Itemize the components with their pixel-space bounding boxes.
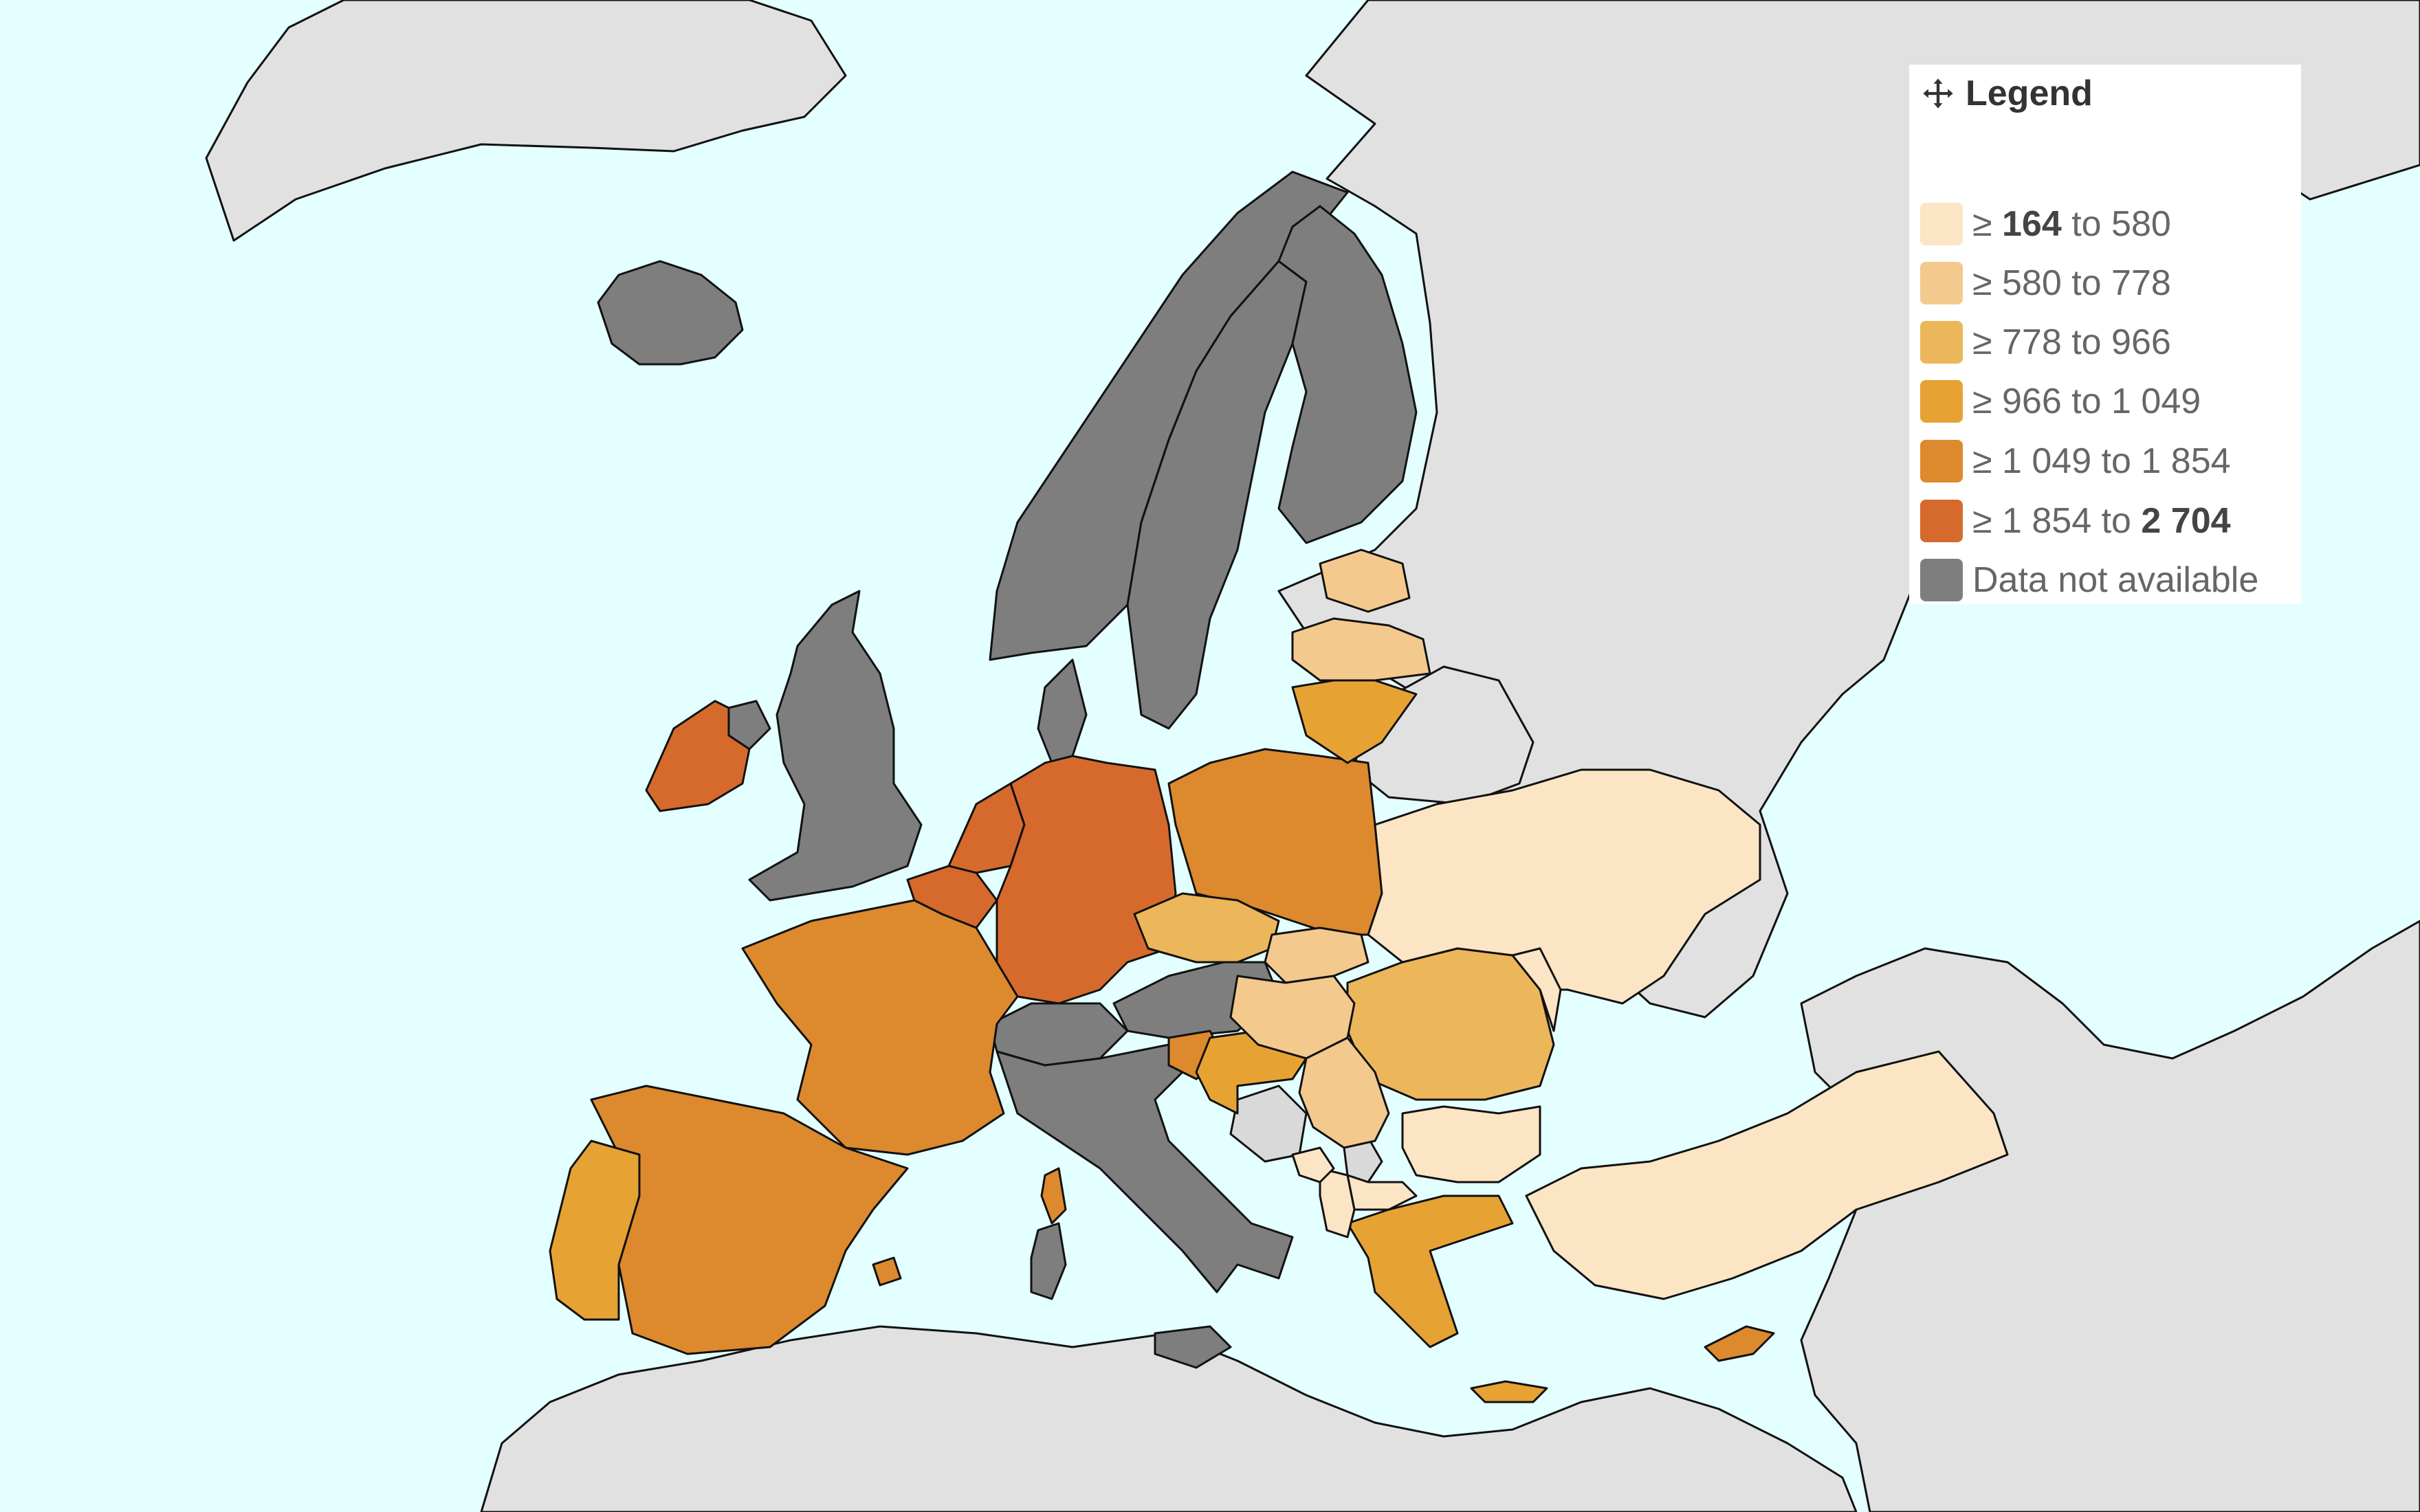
region-sweden[interactable] [1126, 260, 1308, 730]
legend-label: Data not available [1972, 560, 2259, 600]
legend-swatch [1920, 500, 1963, 542]
region-denmark[interactable] [1037, 658, 1088, 764]
legend-item[interactable]: ≥ 1 854 to 2 704 [1920, 496, 2231, 546]
legend-item[interactable]: ≥ 966 to 1 049 [1920, 376, 2201, 427]
region-bosnia[interactable] [1229, 1085, 1308, 1163]
legend-header[interactable]: Legend [1920, 73, 2093, 114]
legend-swatch [1920, 262, 1963, 304]
legend-label: ≥ 966 to 1 049 [1972, 381, 2201, 421]
region-iceland[interactable] [597, 260, 744, 366]
region-moldova[interactable] [1511, 947, 1562, 1032]
legend-item[interactable]: ≥ 1 049 to 1 854 [1920, 436, 2231, 487]
legend-label: ≥ 164 to 580 [1972, 204, 2171, 244]
legend-swatch [1920, 559, 1963, 601]
region-finland[interactable] [1277, 205, 1418, 544]
region-latvia[interactable] [1291, 617, 1431, 682]
region-crete[interactable] [1470, 1380, 1548, 1403]
region-turkey[interactable] [1525, 1050, 2009, 1300]
region-serbia[interactable] [1298, 1036, 1390, 1149]
region-middle-east[interactable] [1800, 920, 2420, 1512]
map-legend[interactable]: Legend ≥ 164 to 580 ≥ 580 to 778 ≥ 778 to … [1909, 65, 2301, 604]
region-france[interactable] [741, 899, 1019, 1156]
legend-item[interactable]: ≥ 580 to 778 [1920, 258, 2171, 309]
region-ireland[interactable] [645, 700, 751, 812]
legend-swatch [1920, 321, 1963, 364]
region-balearic[interactable] [872, 1256, 902, 1287]
move-icon[interactable] [1920, 76, 1956, 111]
region-montenegro[interactable] [1291, 1146, 1335, 1183]
regions-layer [205, 0, 2420, 1512]
region-greece[interactable] [1346, 1194, 1514, 1348]
legend-label: ≥ 778 to 966 [1972, 322, 2171, 362]
legend-item[interactable]: ≥ 164 to 580 [1920, 199, 2171, 249]
legend-swatch [1920, 203, 1963, 245]
region-romania[interactable] [1346, 947, 1555, 1101]
region-slovakia[interactable] [1264, 926, 1370, 984]
region-sicily[interactable] [1154, 1325, 1232, 1369]
region-corsica[interactable] [1040, 1167, 1067, 1225]
legend-swatch [1920, 440, 1963, 482]
legend-swatch [1920, 380, 1963, 423]
region-sardinia[interactable] [1030, 1222, 1067, 1300]
region-ukraine[interactable] [1367, 768, 1761, 1005]
legend-label: ≥ 580 to 778 [1972, 263, 2171, 303]
legend-label: ≥ 1 049 to 1 854 [1972, 441, 2231, 481]
region-north-africa[interactable] [480, 1325, 1858, 1512]
region-albania[interactable] [1319, 1167, 1356, 1238]
region-bulgaria[interactable] [1401, 1105, 1541, 1183]
region-greenland[interactable] [205, 0, 847, 242]
region-united-kingdom[interactable] [748, 590, 923, 902]
region-portugal[interactable] [549, 1139, 641, 1321]
region-germany[interactable] [996, 755, 1177, 1005]
region-estonia[interactable] [1319, 548, 1411, 613]
region-cyprus[interactable] [1704, 1325, 1775, 1362]
legend-item[interactable]: ≥ 778 to 966 [1920, 317, 2171, 368]
legend-item[interactable]: Data not available [1920, 555, 2258, 605]
legend-label: ≥ 1 854 to 2 704 [1972, 501, 2231, 541]
legend-title: Legend [1966, 74, 2093, 113]
